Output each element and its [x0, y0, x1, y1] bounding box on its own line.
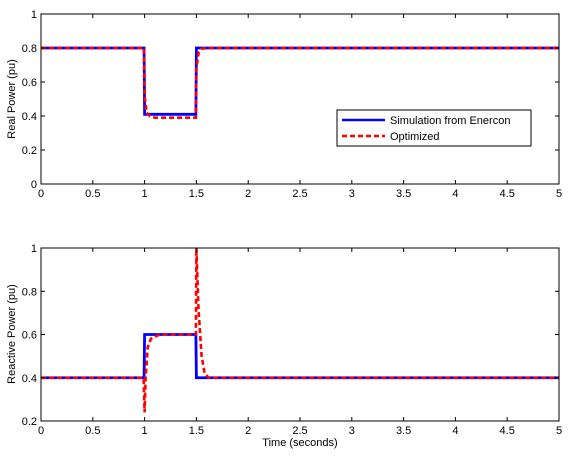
real-power-x-tick-label: 4.5 — [500, 188, 515, 200]
reactive-power-x-tick-label: 2.5 — [292, 425, 307, 437]
time-x-axis-label: Time (seconds) — [262, 437, 337, 449]
real-power-x-tick-label: 1.5 — [189, 188, 204, 200]
real-power-y-tick-label: 0.8 — [22, 43, 37, 55]
reactive-power-x-tick-label: 4 — [452, 425, 458, 437]
real-power-x-tick-label: 2 — [245, 188, 251, 200]
legend-box — [336, 109, 532, 147]
legend[interactable]: Simulation from Enercon Optimized — [336, 109, 532, 147]
real-power-x-tick-label: 3.5 — [396, 188, 411, 200]
real-power-y-axis-label: Real Power (pu) — [6, 59, 18, 138]
real-power-y-tick-label: 0.6 — [22, 77, 37, 89]
real-power-series-optimized-line — [41, 46, 559, 119]
reactive-power-y-axis-label: Reactive Power (pu) — [6, 284, 18, 384]
reactive-power-y-tick-label: 0.4 — [22, 373, 37, 385]
reactive-power-y-tick-label: 0.6 — [22, 330, 37, 342]
reactive-power-y-tick-label: 0.8 — [22, 286, 37, 298]
real-power-plot-area — [41, 14, 559, 184]
reactive-power-x-tick-label: 0 — [38, 425, 44, 437]
real-power-panel: 0 0.5 1 1.5 2 2.5 3 3.5 4 4.5 5 0 0.2 0.4 0.6 0.8 1 Real… — [6, 9, 562, 200]
real-power-y-tick-label: 1 — [31, 9, 37, 21]
real-power-x-tick-label: 1 — [142, 188, 148, 200]
reactive-power-panel: 0 0.5 1 1.5 2 2.5 3 3.5 4 4.5 5 0.2 0.4 0.6 0.8 1 React… — [6, 243, 562, 449]
real-power-x-tick-label: 3 — [349, 188, 355, 200]
real-power-x-tick-label: 4 — [452, 188, 458, 200]
reactive-power-plot-area — [41, 248, 559, 421]
reactive-power-x-tick-label: 3 — [349, 425, 355, 437]
legend-label-simulation: Simulation from Enercon — [390, 115, 510, 127]
reactive-power-x-tick-label: 3.5 — [396, 425, 411, 437]
reactive-power-x-tick-label: 2 — [245, 425, 251, 437]
reactive-power-x-tick-label: 4.5 — [500, 425, 515, 437]
reactive-power-x-tick-label: 5 — [556, 425, 562, 437]
legend-label-optimized: Optimized — [390, 131, 440, 143]
real-power-y-tick-label: 0.2 — [22, 145, 37, 157]
real-power-y-tick-label: 0 — [31, 179, 37, 191]
real-power-y-tick-label: 0.4 — [22, 111, 37, 123]
reactive-power-y-tick-label: 1 — [31, 243, 37, 255]
real-power-x-tick-label: 0.5 — [85, 188, 100, 200]
reactive-power-x-tick-label: 1 — [142, 425, 148, 437]
real-power-x-tick-label: 2.5 — [292, 188, 307, 200]
real-power-x-tick-label: 0 — [38, 188, 44, 200]
real-power-x-tick-label: 5 — [556, 188, 562, 200]
reactive-power-x-tick-label: 1.5 — [189, 425, 204, 437]
reactive-power-x-tick-label: 0.5 — [85, 425, 100, 437]
reactive-power-y-tick-label: 0.2 — [22, 416, 37, 428]
reactive-power-series-optimized-line — [41, 248, 559, 413]
